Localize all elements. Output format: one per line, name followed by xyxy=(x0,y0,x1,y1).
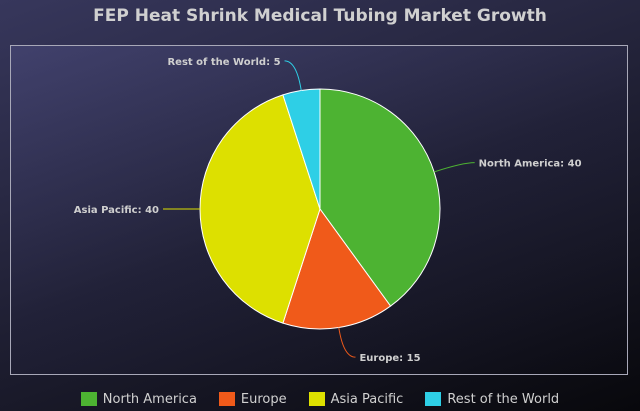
legend-label: Europe xyxy=(240,391,287,407)
legend: North America Europe Asia Pacific Rest of t… xyxy=(0,390,640,408)
chart-title: FEP Heat Shrink Medical Tubing Market Gr… xyxy=(93,6,547,26)
data-label-asia-pacific: Asia Pacific: 40 xyxy=(74,205,159,216)
legend-swatch xyxy=(218,392,235,406)
connector-europe xyxy=(338,327,356,358)
pie-slice-north-america[interactable] xyxy=(319,88,441,307)
data-label-europe: Europe: 15 xyxy=(359,353,420,364)
pie-slice-rest-of-the-world[interactable] xyxy=(282,88,321,210)
legend-item-north-america[interactable]: North America xyxy=(80,391,197,407)
pie-slice-europe[interactable] xyxy=(282,207,392,330)
connector-north-america xyxy=(433,162,475,173)
data-label-north-america: North America: 40 xyxy=(479,159,582,170)
legend-item-asia-pacific[interactable]: Asia Pacific xyxy=(308,391,404,407)
connector-rest-of-the-world xyxy=(284,60,302,91)
legend-swatch xyxy=(80,392,97,406)
data-label-rest-of-the-world: Rest of the World: 5 xyxy=(167,57,280,68)
legend-item-europe[interactable]: Europe xyxy=(218,391,287,407)
legend-label: North America xyxy=(102,391,197,407)
legend-swatch xyxy=(308,392,325,406)
legend-label: Asia Pacific xyxy=(330,391,404,407)
legend-item-rest-of-the-world[interactable]: Rest of the World xyxy=(425,392,559,407)
legend-label: Rest of the World xyxy=(447,391,560,407)
legend-swatch xyxy=(425,392,442,406)
